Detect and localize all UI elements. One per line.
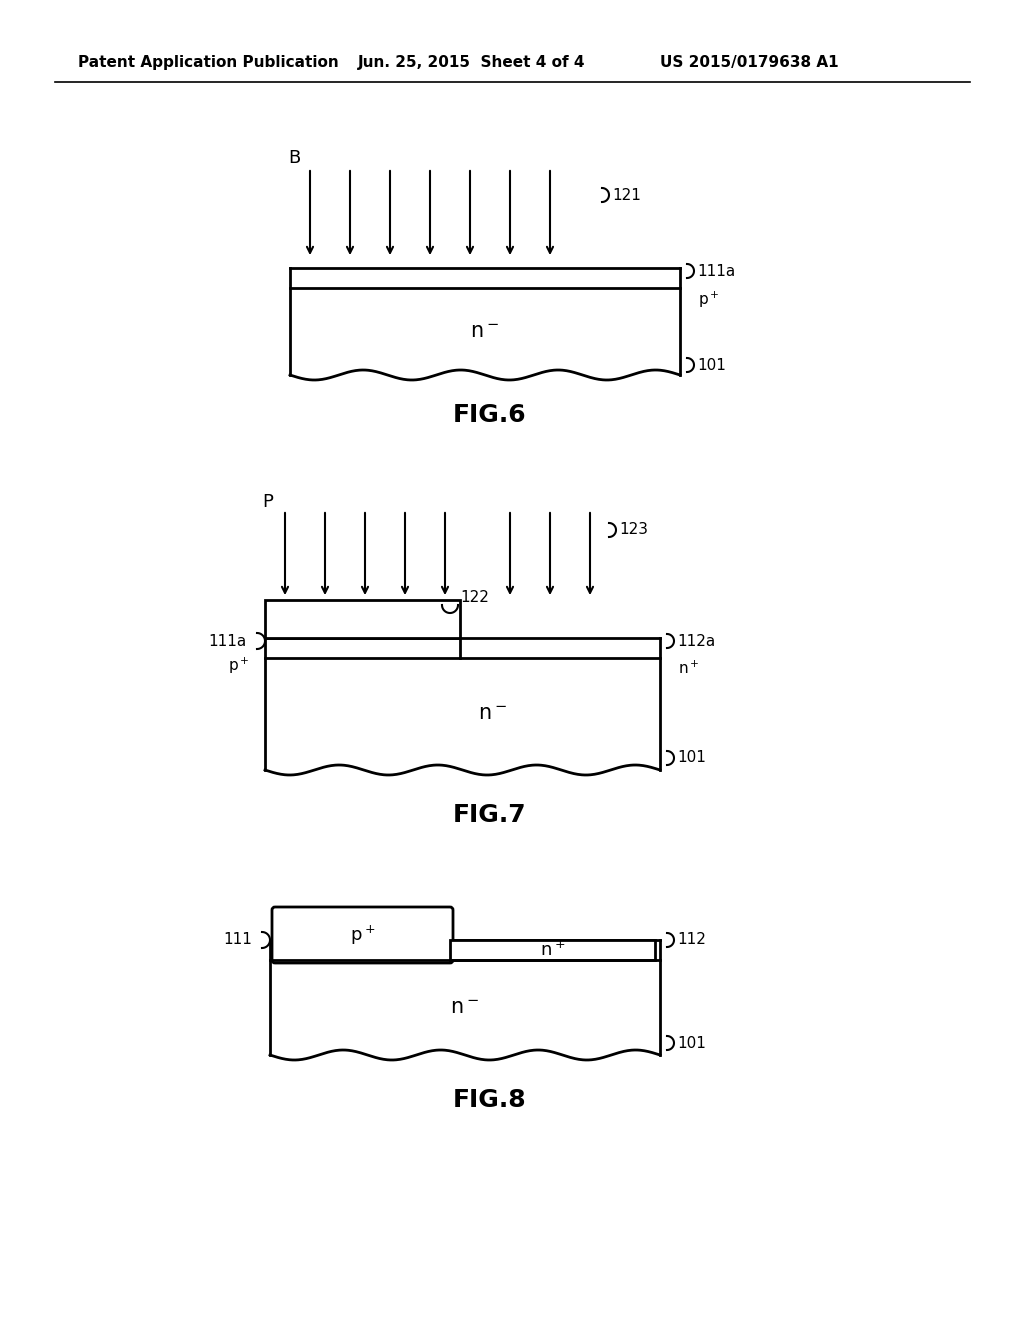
Text: 111a: 111a bbox=[209, 634, 247, 648]
Text: p$^+$: p$^+$ bbox=[350, 924, 375, 946]
Text: 111: 111 bbox=[223, 932, 252, 948]
Text: US 2015/0179638 A1: US 2015/0179638 A1 bbox=[660, 54, 839, 70]
Text: n$^+$: n$^+$ bbox=[540, 940, 565, 960]
Text: 101: 101 bbox=[677, 1035, 706, 1051]
Text: p$^+$: p$^+$ bbox=[698, 290, 720, 310]
Text: Jun. 25, 2015  Sheet 4 of 4: Jun. 25, 2015 Sheet 4 of 4 bbox=[358, 54, 586, 70]
Text: 101: 101 bbox=[677, 751, 706, 766]
Text: FIG.8: FIG.8 bbox=[454, 1088, 526, 1111]
Text: n$^-$: n$^-$ bbox=[470, 322, 500, 342]
Text: 112a: 112a bbox=[677, 634, 715, 648]
Text: 112: 112 bbox=[677, 932, 706, 948]
Text: FIG.6: FIG.6 bbox=[454, 403, 526, 426]
Text: B: B bbox=[288, 149, 300, 168]
Text: 121: 121 bbox=[612, 187, 641, 202]
Text: p$^+$: p$^+$ bbox=[228, 656, 250, 676]
Text: n$^-$: n$^-$ bbox=[478, 704, 507, 723]
Text: 101: 101 bbox=[697, 358, 726, 372]
Text: n$^+$: n$^+$ bbox=[678, 660, 699, 677]
Text: P: P bbox=[262, 492, 272, 511]
Bar bbox=[265, 601, 460, 638]
Text: 111a: 111a bbox=[697, 264, 735, 279]
Bar bbox=[450, 940, 655, 960]
Text: Patent Application Publication: Patent Application Publication bbox=[78, 54, 339, 70]
FancyBboxPatch shape bbox=[272, 907, 453, 964]
Text: 123: 123 bbox=[618, 523, 648, 537]
Text: FIG.7: FIG.7 bbox=[454, 803, 526, 828]
Text: n$^-$: n$^-$ bbox=[451, 998, 479, 1018]
Text: 122: 122 bbox=[460, 590, 488, 605]
